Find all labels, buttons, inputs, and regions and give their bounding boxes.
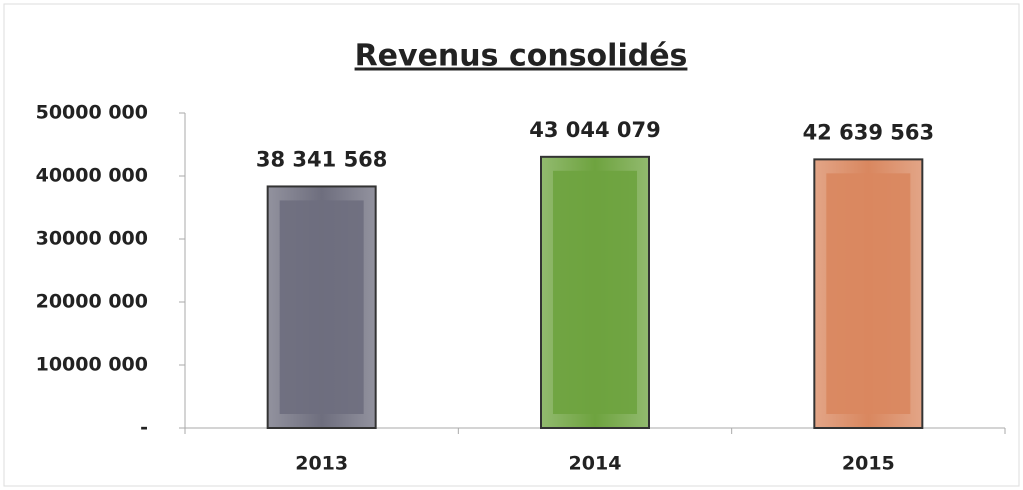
bar-bevel bbox=[279, 200, 364, 414]
value-label: 42 639 563 bbox=[803, 120, 935, 144]
value-label: 38 341 568 bbox=[256, 147, 388, 171]
x-tick-label: 2013 bbox=[295, 453, 348, 475]
x-tick-label: 2014 bbox=[569, 453, 622, 475]
bar-bevel bbox=[826, 173, 911, 414]
value-label: 43 044 079 bbox=[529, 118, 661, 142]
x-tick-label: 2015 bbox=[842, 453, 895, 475]
y-tick-label: 40000 000 bbox=[36, 165, 148, 187]
y-tick-label: 10000 000 bbox=[36, 354, 148, 376]
chart-title: Revenus consolidés bbox=[355, 39, 688, 74]
y-tick-label: 30000 000 bbox=[36, 228, 148, 250]
y-tick-label: 50000 000 bbox=[36, 102, 148, 124]
y-tick-label: - bbox=[140, 417, 148, 439]
bar-bevel bbox=[553, 170, 637, 414]
y-tick-label: 20000 000 bbox=[36, 291, 148, 313]
